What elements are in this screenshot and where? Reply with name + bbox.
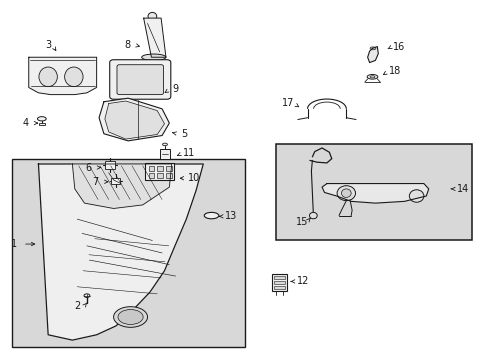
Bar <box>148 173 154 178</box>
Text: 10: 10 <box>187 173 199 183</box>
Text: 15: 15 <box>295 217 307 227</box>
Bar <box>145 163 174 180</box>
Bar <box>273 276 285 279</box>
Text: 16: 16 <box>392 41 404 51</box>
Text: 17: 17 <box>282 99 294 108</box>
FancyBboxPatch shape <box>275 144 471 240</box>
Ellipse shape <box>39 67 57 87</box>
FancyBboxPatch shape <box>109 60 170 99</box>
Bar <box>271 274 286 291</box>
Ellipse shape <box>148 12 157 20</box>
Ellipse shape <box>309 212 317 219</box>
Ellipse shape <box>341 189 350 197</box>
Text: 2: 2 <box>74 301 80 311</box>
Polygon shape <box>72 164 171 208</box>
Text: 4: 4 <box>22 118 28 128</box>
Bar <box>39 123 45 125</box>
Text: 9: 9 <box>172 84 178 94</box>
Text: 12: 12 <box>296 276 308 287</box>
Text: 5: 5 <box>181 129 186 139</box>
Ellipse shape <box>38 117 46 121</box>
Ellipse shape <box>408 190 423 202</box>
Text: 11: 11 <box>182 148 195 158</box>
Polygon shape <box>99 98 169 141</box>
Polygon shape <box>367 46 378 63</box>
Bar <box>148 166 154 171</box>
Text: 8: 8 <box>124 40 130 50</box>
Ellipse shape <box>162 143 167 146</box>
FancyBboxPatch shape <box>117 65 163 95</box>
Polygon shape <box>322 184 428 203</box>
Ellipse shape <box>369 47 375 50</box>
Bar <box>273 281 285 284</box>
Bar <box>165 166 171 171</box>
Bar <box>157 166 163 171</box>
FancyBboxPatch shape <box>12 159 244 347</box>
Text: 6: 6 <box>85 163 91 172</box>
Ellipse shape <box>64 67 83 87</box>
Text: 18: 18 <box>388 67 400 76</box>
Polygon shape <box>143 18 165 57</box>
Polygon shape <box>104 101 164 139</box>
Polygon shape <box>29 57 97 95</box>
Bar <box>111 178 120 184</box>
Bar <box>159 149 170 159</box>
Ellipse shape <box>113 307 147 327</box>
Bar <box>165 173 171 178</box>
Bar <box>104 162 114 168</box>
Bar <box>273 286 285 289</box>
Text: 13: 13 <box>224 211 237 221</box>
Ellipse shape <box>142 54 165 60</box>
Ellipse shape <box>118 310 143 324</box>
Text: 14: 14 <box>456 184 468 194</box>
Ellipse shape <box>336 186 355 201</box>
Ellipse shape <box>84 294 90 297</box>
Bar <box>157 173 163 178</box>
Text: 3: 3 <box>45 40 51 50</box>
Text: 7: 7 <box>92 177 99 187</box>
Ellipse shape <box>366 75 377 79</box>
Ellipse shape <box>204 212 218 219</box>
Text: 1: 1 <box>11 239 17 249</box>
Ellipse shape <box>369 76 374 78</box>
Polygon shape <box>39 164 203 340</box>
